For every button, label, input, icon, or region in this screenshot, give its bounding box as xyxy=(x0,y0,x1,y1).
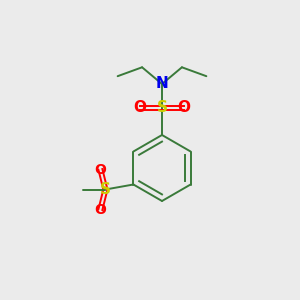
Text: S: S xyxy=(157,100,167,116)
Text: S: S xyxy=(100,182,111,197)
Text: O: O xyxy=(94,202,106,217)
Text: N: N xyxy=(156,76,168,92)
Text: O: O xyxy=(178,100,190,116)
Text: O: O xyxy=(134,100,146,116)
Text: O: O xyxy=(94,163,106,176)
